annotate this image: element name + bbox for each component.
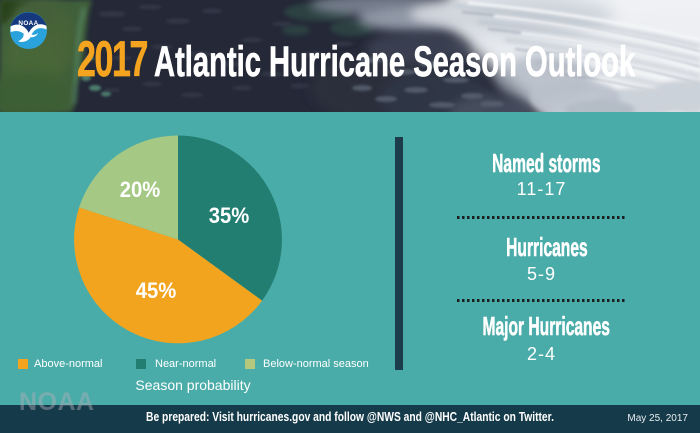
svg-text:NOAA: NOAA bbox=[18, 20, 38, 27]
